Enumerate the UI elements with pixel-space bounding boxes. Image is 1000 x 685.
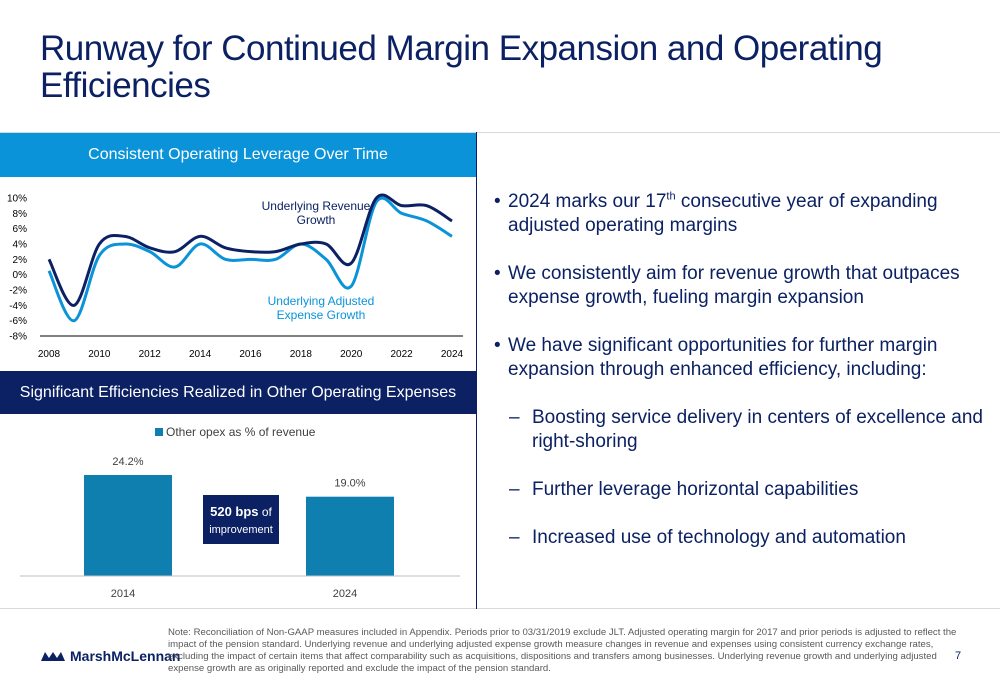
bar-data-label: 24.2% — [112, 456, 143, 468]
bullet-2-text: We consistently aim for revenue growth t… — [508, 263, 960, 308]
x-tick-label: 2016 — [239, 349, 262, 360]
bullet-dot: • — [494, 191, 501, 212]
operating-leverage-header: Consistent Operating Leverage Over Time — [0, 133, 476, 177]
bar-2014 — [84, 475, 172, 576]
bullet-list: • 2024 marks our 17th consecutive year o… — [494, 190, 994, 574]
bullet-3-text: We have significant opportunities for fu… — [508, 335, 938, 380]
sub-bullet-technology: – Increased use of technology and automa… — [494, 526, 994, 550]
bullet-dot: • — [494, 335, 501, 356]
y-tick-label: 10% — [7, 194, 27, 205]
company-logo: MarshMcLennan — [40, 648, 180, 664]
bullet-dot: • — [494, 263, 501, 284]
bar-2024 — [306, 496, 394, 576]
sub-bullet-dash: – — [509, 527, 520, 548]
y-tick-label: 4% — [13, 240, 28, 251]
sub-bullet-service-delivery: – Boosting service delivery in centers o… — [494, 406, 994, 454]
sub-bullet-2-text: Further leverage horizontal capabilities — [532, 479, 859, 500]
y-tick-label: 0% — [13, 270, 28, 281]
bar-category-label: 2014 — [111, 588, 135, 600]
callout-line2: improvement — [209, 524, 273, 536]
x-tick-label: 2014 — [189, 349, 212, 360]
sub-bullet-dash: – — [509, 407, 520, 428]
sub-bullet-dash: – — [509, 479, 520, 500]
y-tick-label: 2% — [13, 255, 28, 266]
sub-bullet-3-text: Increased use of technology and automati… — [532, 527, 906, 548]
sub-bullet-horizontal: – Further leverage horizontal capabiliti… — [494, 478, 994, 502]
sub-bullet-1-text: Boosting service delivery in centers of … — [532, 407, 983, 452]
page-title: Runway for Continued Margin Expansion an… — [40, 29, 883, 105]
x-tick-label: 2022 — [391, 349, 414, 360]
bullet-revenue-growth: • We consistently aim for revenue growth… — [494, 262, 994, 310]
bar-data-label: 19.0% — [334, 478, 365, 490]
y-tick-label: -4% — [9, 301, 27, 312]
logo-mark-icon — [41, 652, 65, 661]
y-tick-label: 8% — [13, 209, 28, 220]
bullet-1-sup: th — [666, 190, 676, 203]
callout-line1: 520 bps of — [210, 504, 272, 519]
efficiencies-header: Significant Efficiencies Realized in Oth… — [0, 371, 476, 414]
bullet-1-text: 2024 marks our 17 — [508, 191, 667, 212]
revenue-growth-line — [47, 193, 453, 307]
x-tick-label: 2018 — [290, 349, 313, 360]
x-tick-label: 2012 — [139, 349, 162, 360]
content-frame — [0, 132, 1000, 609]
bullet-opportunities: • We have significant opportunities for … — [494, 334, 994, 382]
bullet-1-text-end: consecutive year of expanding adjusted o… — [508, 191, 938, 236]
y-tick-label: -6% — [9, 316, 27, 327]
operating-leverage-chart: 10% 8% 6% 4% 2% 0% -2% -4% -6% -8% 2008 2010 2012 20… — [7, 193, 464, 360]
bar-category-label: 2024 — [333, 588, 357, 600]
legend-swatch — [155, 428, 163, 436]
page-number: 7 — [955, 650, 962, 662]
y-tick-label: -8% — [9, 332, 27, 343]
y-tick-label: 6% — [13, 224, 28, 235]
expense-growth-line — [47, 196, 453, 323]
revenue-growth-annotation: Underlying Revenue Growth — [262, 199, 371, 227]
legend-label: Other opex as % of revenue — [166, 425, 316, 439]
logo-text: MarshMcLennan — [70, 648, 181, 664]
x-tick-label: 2010 — [88, 349, 111, 360]
y-tick-label: -2% — [9, 286, 27, 297]
opex-bar-chart: Other opex as % of revenue 24.2% 2014 19.0… — [20, 425, 460, 600]
improvement-callout — [203, 495, 279, 544]
x-tick-label: 2008 — [38, 349, 61, 360]
bullet-margins: • 2024 marks our 17th consecutive year o… — [494, 190, 994, 238]
x-tick-label: 2024 — [441, 349, 464, 360]
expense-growth-annotation: Underlying Adjusted Expense Growth — [268, 294, 375, 322]
footnote: Note: Reconciliation of Non-GAAP measure… — [168, 627, 957, 674]
panel-divider — [476, 132, 477, 609]
x-tick-label: 2020 — [340, 349, 363, 360]
